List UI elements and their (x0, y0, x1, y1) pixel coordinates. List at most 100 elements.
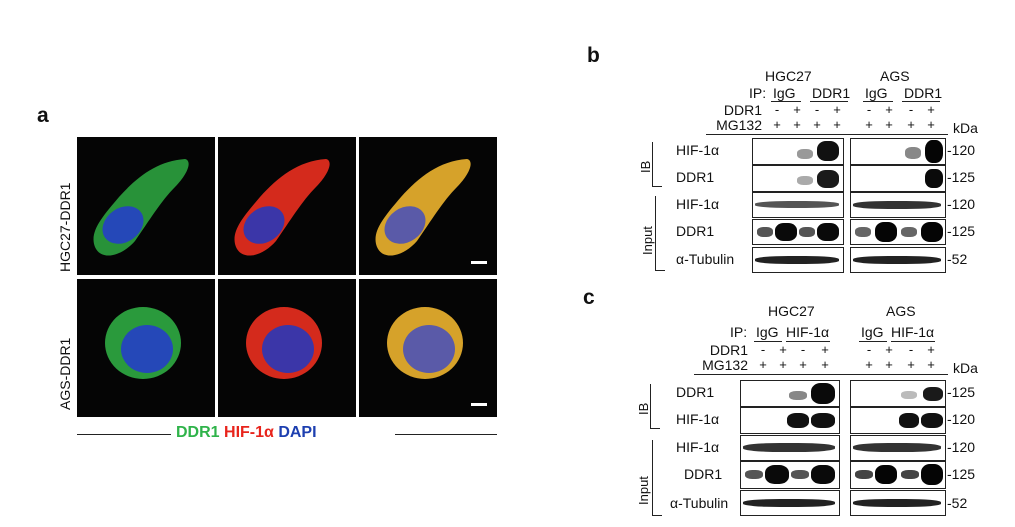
legend-ddr1: DDR1 (176, 424, 220, 441)
c-sign: - (797, 344, 809, 356)
b-blot-input-ddr1-hgc27 (752, 219, 844, 245)
c-sign: + (819, 359, 831, 371)
c-input-label: Input (636, 476, 651, 505)
c-blot-input-hif1a-ags (850, 435, 946, 461)
c-treat-mg132: MG132 (688, 358, 748, 372)
c-sign: - (757, 344, 769, 356)
c-blot-ib-hif1a-hgc27 (740, 407, 840, 434)
b-sign: + (925, 119, 937, 131)
b-sign: + (791, 119, 803, 131)
b-mw: -125 (947, 170, 975, 184)
b-blot-ib-ddr1-hgc27 (752, 165, 844, 192)
c-blot-ib-ddr1-ags (850, 380, 946, 407)
row-label-ags-ddr1: AGS-DDR1 (57, 338, 73, 410)
c-underline (859, 341, 887, 342)
b-blot-input-tubulin-ags (850, 247, 946, 273)
row-label-hgc27-ddr1: HGC27-DDR1 (57, 183, 73, 272)
c-sign: + (863, 359, 875, 371)
b-sign: + (831, 104, 843, 116)
c-ib-bracket (650, 384, 651, 428)
legend-dapi: DAPI (278, 424, 316, 441)
b-cell-line-hgc27: HGC27 (765, 69, 812, 83)
b-input-bracket (655, 196, 656, 270)
c-ib-hif1a-label: HIF-1α (676, 412, 719, 426)
b-sign: + (811, 119, 823, 131)
b-ip-label: IP: (749, 86, 766, 100)
b-treat-mg132: MG132 (702, 118, 762, 132)
micrograph-hgc27-hif1a (218, 137, 356, 275)
panel-a-label: a (37, 104, 49, 128)
c-blot-input-hif1a-hgc27 (740, 435, 840, 461)
b-cell-line-ags: AGS (880, 69, 910, 83)
legend-line-right (395, 434, 497, 435)
c-sign: + (757, 359, 769, 371)
c-sign: + (883, 359, 895, 371)
b-input-ddr1-label: DDR1 (676, 224, 714, 238)
c-underline (754, 341, 782, 342)
c-sign: + (883, 344, 895, 356)
c-mw: -125 (947, 467, 975, 481)
b-sign: + (883, 119, 895, 131)
c-blot-input-ddr1-ags (850, 461, 946, 489)
b-ip-igg-hgc27: IgG (773, 86, 796, 100)
b-sign: - (811, 104, 823, 116)
b-sign: + (905, 119, 917, 131)
c-blot-ib-ddr1-hgc27 (740, 380, 840, 407)
legend-hif1a: HIF-1α (224, 424, 274, 441)
c-mw: -52 (947, 496, 967, 510)
b-blot-ib-hif1a-hgc27 (752, 138, 844, 165)
c-sign: + (905, 359, 917, 371)
c-input-hif1a-label: HIF-1α (676, 440, 719, 454)
c-sign: - (863, 344, 875, 356)
c-blot-input-tubulin-ags (850, 490, 946, 516)
b-sign: + (883, 104, 895, 116)
c-sign: - (905, 344, 917, 356)
c-sign: + (777, 359, 789, 371)
b-blot-input-hif1a-hgc27 (752, 192, 844, 218)
c-blot-ib-hif1a-ags (850, 407, 946, 434)
c-ip-igg-hgc27: IgG (756, 325, 779, 339)
b-mw: -52 (947, 252, 967, 266)
b-ib-hif1a-label: HIF-1α (676, 143, 719, 157)
b-sign: - (863, 104, 875, 116)
c-treat-ddr1: DDR1 (688, 343, 748, 357)
b-input-hif1a-label: HIF-1α (676, 197, 719, 211)
micrograph-ags-hif1a (218, 279, 356, 417)
c-sign: + (777, 344, 789, 356)
b-input-label: Input (640, 226, 655, 255)
panel-b-label: b (587, 44, 600, 68)
b-header-rule (706, 134, 948, 135)
micrograph-ags-merge (359, 279, 497, 417)
panel-c-label: c (583, 286, 595, 310)
b-blot-ib-ddr1-ags (850, 165, 946, 192)
b-blot-input-hif1a-ags (850, 192, 946, 218)
b-kda: kDa (953, 121, 978, 135)
b-treat-ddr1: DDR1 (702, 103, 762, 117)
c-header-rule (694, 374, 948, 375)
c-cell-line-hgc27: HGC27 (768, 304, 815, 318)
b-blot-input-tubulin-hgc27 (752, 247, 844, 273)
b-sign: - (771, 104, 783, 116)
legend: DDR1 HIF-1α DAPI (176, 424, 317, 442)
b-ib-ddr1-label: DDR1 (676, 170, 714, 184)
micrograph-ags-ddr1 (77, 279, 215, 417)
micrograph-hgc27-merge (359, 137, 497, 275)
b-mw: -120 (947, 143, 975, 157)
b-ib-label: IB (638, 161, 653, 173)
b-input-tubulin-label: α-Tubulin (676, 252, 734, 266)
b-sign: + (771, 119, 783, 131)
c-input-tubulin-label: α-Tubulin (670, 496, 728, 510)
c-blot-input-tubulin-hgc27 (740, 490, 840, 516)
b-sign: + (831, 119, 843, 131)
c-blot-input-ddr1-hgc27 (740, 461, 840, 489)
c-ib-bracket (650, 428, 660, 429)
c-sign: + (797, 359, 809, 371)
b-ip-igg-ags: IgG (865, 86, 888, 100)
b-ib-bracket (652, 186, 662, 187)
micrograph-hgc27-ddr1 (77, 137, 215, 275)
c-mw: -120 (947, 440, 975, 454)
b-blot-input-ddr1-ags (850, 219, 946, 245)
c-ib-ddr1-label: DDR1 (676, 385, 714, 399)
c-input-ddr1-label: DDR1 (684, 467, 722, 481)
b-ip-ddr1-ags: DDR1 (904, 86, 942, 100)
